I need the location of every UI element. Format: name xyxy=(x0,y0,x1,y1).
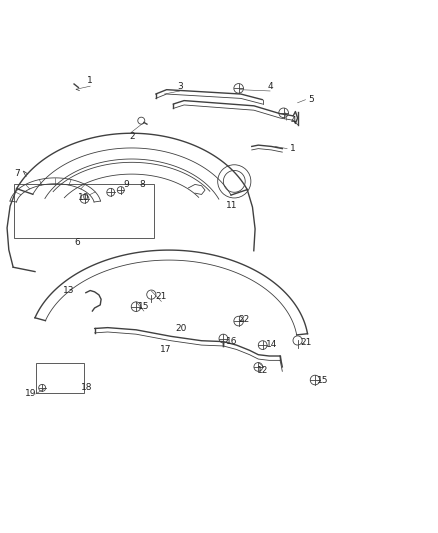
Text: 9: 9 xyxy=(124,180,129,189)
Text: 4: 4 xyxy=(290,116,296,125)
Text: 20: 20 xyxy=(175,324,186,333)
Text: 7: 7 xyxy=(14,169,20,179)
Text: 1: 1 xyxy=(290,144,295,153)
Text: 10: 10 xyxy=(78,193,89,202)
Text: 4: 4 xyxy=(267,82,273,91)
Text: 15: 15 xyxy=(138,302,150,311)
Text: 12: 12 xyxy=(257,366,268,375)
Text: 16: 16 xyxy=(226,337,237,346)
Text: 15: 15 xyxy=(317,376,328,385)
Text: 14: 14 xyxy=(266,340,277,349)
Text: 13: 13 xyxy=(63,286,74,295)
Text: 6: 6 xyxy=(74,238,80,247)
Text: 21: 21 xyxy=(300,338,312,348)
Text: 17: 17 xyxy=(160,345,172,354)
Text: 22: 22 xyxy=(239,315,250,324)
Text: 19: 19 xyxy=(25,390,36,399)
Text: 1: 1 xyxy=(87,76,93,85)
Text: 2: 2 xyxy=(129,132,134,141)
Text: 3: 3 xyxy=(177,82,183,91)
Text: 11: 11 xyxy=(226,201,238,210)
Text: 8: 8 xyxy=(140,180,145,189)
Text: 21: 21 xyxy=(155,292,167,301)
Text: 18: 18 xyxy=(81,383,93,392)
Bar xyxy=(35,362,84,393)
Bar xyxy=(14,183,153,238)
Text: 5: 5 xyxy=(308,95,314,104)
